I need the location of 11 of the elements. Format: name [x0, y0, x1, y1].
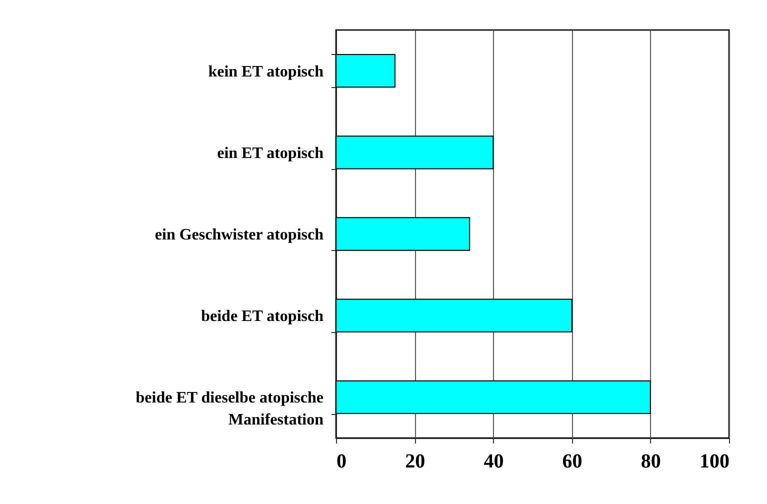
x-tick-label: 40 [484, 450, 504, 472]
y-tick-label: ein ET atopisch [217, 144, 324, 162]
y-tick-label: ein Geschwister atopisch [154, 226, 324, 244]
y-tick-label: beide ET dieselbe atopische Manifestation [136, 390, 324, 429]
x-tick-label: 80 [640, 450, 661, 472]
x-tick-label: 0 [336, 450, 346, 472]
x-tick-label: 20 [405, 450, 426, 472]
x-tick-label: 60 [562, 450, 582, 472]
x-tick-label: 100 [700, 450, 730, 472]
y-tick-label: kein ET atopisch [208, 63, 324, 80]
y-tick-label: beide ET atopisch [201, 308, 324, 326]
